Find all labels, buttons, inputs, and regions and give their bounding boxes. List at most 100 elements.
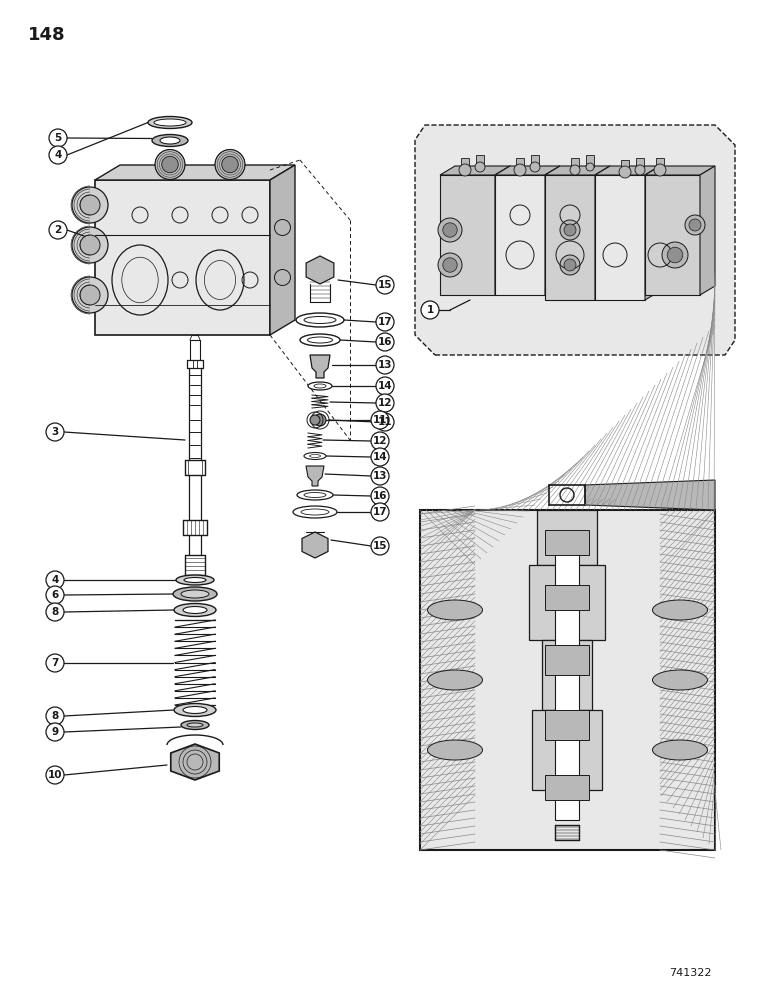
Circle shape: [46, 766, 64, 784]
Ellipse shape: [176, 575, 214, 585]
Circle shape: [560, 255, 580, 275]
Text: 11: 11: [373, 415, 388, 425]
Polygon shape: [645, 166, 660, 300]
Circle shape: [46, 707, 64, 725]
Circle shape: [371, 432, 389, 450]
Circle shape: [443, 258, 457, 272]
Text: 12: 12: [373, 436, 388, 446]
Circle shape: [371, 537, 389, 555]
Polygon shape: [645, 166, 715, 175]
Circle shape: [80, 195, 100, 215]
Circle shape: [443, 223, 457, 237]
Circle shape: [475, 162, 485, 172]
Circle shape: [371, 487, 389, 505]
Circle shape: [619, 166, 631, 178]
Bar: [542, 640, 592, 710]
Ellipse shape: [652, 670, 707, 690]
Bar: [537, 510, 597, 565]
Ellipse shape: [304, 316, 336, 324]
Circle shape: [635, 165, 645, 175]
Ellipse shape: [300, 334, 340, 346]
Bar: [586, 155, 594, 167]
Circle shape: [371, 467, 389, 485]
Ellipse shape: [652, 600, 707, 620]
Circle shape: [80, 285, 100, 305]
Polygon shape: [270, 165, 295, 335]
Ellipse shape: [183, 706, 207, 714]
Text: 12: 12: [378, 398, 392, 408]
Polygon shape: [595, 166, 660, 175]
Circle shape: [586, 163, 594, 171]
Ellipse shape: [297, 490, 333, 500]
Bar: [545, 585, 589, 610]
Bar: [545, 645, 589, 675]
Circle shape: [310, 415, 320, 425]
Circle shape: [530, 162, 540, 172]
Ellipse shape: [310, 454, 320, 458]
Circle shape: [46, 586, 64, 604]
Circle shape: [560, 220, 580, 240]
Ellipse shape: [307, 337, 333, 343]
Polygon shape: [302, 532, 328, 558]
Polygon shape: [545, 175, 595, 300]
Bar: [555, 540, 579, 820]
Circle shape: [371, 448, 389, 466]
Bar: [532, 710, 602, 790]
Circle shape: [49, 221, 67, 239]
Polygon shape: [495, 166, 560, 175]
Ellipse shape: [428, 740, 482, 760]
Text: 15: 15: [373, 541, 388, 551]
Circle shape: [72, 187, 108, 223]
Ellipse shape: [174, 704, 216, 716]
Polygon shape: [95, 180, 270, 335]
Circle shape: [564, 259, 576, 271]
Circle shape: [46, 423, 64, 441]
Circle shape: [376, 276, 394, 294]
Text: 741322: 741322: [669, 968, 711, 978]
Circle shape: [371, 503, 389, 521]
Ellipse shape: [174, 603, 216, 616]
Bar: [545, 710, 589, 740]
Text: 11: 11: [378, 417, 392, 427]
Polygon shape: [700, 166, 715, 295]
Ellipse shape: [652, 740, 707, 760]
Circle shape: [564, 224, 576, 236]
Bar: [516, 158, 524, 170]
Polygon shape: [645, 175, 700, 295]
Polygon shape: [595, 166, 610, 300]
Ellipse shape: [181, 720, 209, 730]
Polygon shape: [171, 744, 219, 780]
Bar: [529, 565, 605, 640]
Circle shape: [654, 164, 666, 176]
Ellipse shape: [314, 384, 326, 388]
Text: 10: 10: [48, 770, 63, 780]
Polygon shape: [440, 175, 495, 295]
Circle shape: [438, 218, 462, 242]
Ellipse shape: [148, 116, 192, 128]
Text: 16: 16: [373, 491, 388, 501]
Text: 8: 8: [52, 607, 59, 617]
Circle shape: [72, 227, 108, 263]
Text: 4: 4: [51, 575, 59, 585]
Circle shape: [376, 413, 394, 431]
Ellipse shape: [304, 492, 326, 497]
Circle shape: [72, 277, 108, 313]
Bar: [545, 530, 589, 555]
Circle shape: [46, 654, 64, 672]
Polygon shape: [495, 166, 510, 295]
Ellipse shape: [187, 723, 203, 727]
Ellipse shape: [154, 119, 186, 126]
Text: 9: 9: [52, 727, 59, 737]
Bar: [461, 158, 469, 170]
Ellipse shape: [173, 587, 217, 601]
Ellipse shape: [308, 382, 332, 390]
Polygon shape: [310, 355, 330, 378]
Polygon shape: [415, 125, 735, 355]
Polygon shape: [440, 166, 510, 175]
Ellipse shape: [183, 606, 207, 613]
Circle shape: [376, 356, 394, 374]
Circle shape: [376, 313, 394, 331]
Text: 8: 8: [52, 711, 59, 721]
Circle shape: [371, 411, 389, 429]
Text: 2: 2: [54, 225, 62, 235]
